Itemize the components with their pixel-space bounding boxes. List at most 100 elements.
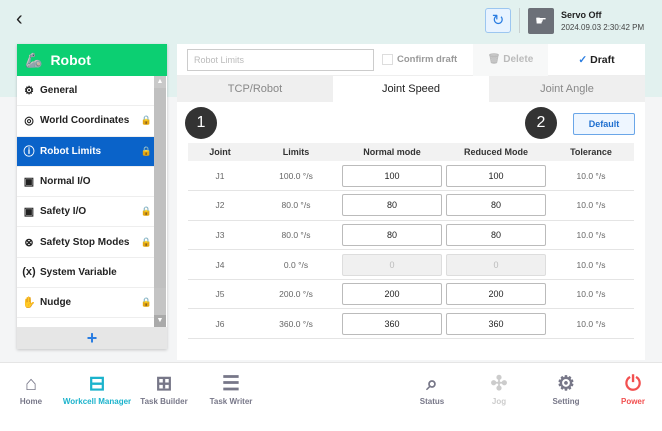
sidebar-item-label: General: [40, 85, 78, 97]
sidebar-item-label: Nudge: [40, 297, 72, 309]
normal-mode-input[interactable]: 80: [342, 223, 442, 246]
default-button[interactable]: Default: [573, 113, 635, 135]
tolerance-cell: 10.0 °/s: [548, 279, 634, 310]
back-button[interactable]: ‹: [16, 8, 23, 30]
normal-mode-input[interactable]: 100: [342, 164, 442, 187]
check-circle-icon: ✓: [578, 54, 588, 66]
nudge-icon: ✋: [22, 297, 36, 310]
normal-mode-input[interactable]: 80: [342, 194, 442, 217]
reduced-mode-input[interactable]: 200: [446, 283, 546, 306]
delete-button[interactable]: 🗑 Delete: [473, 44, 548, 76]
sidebar-item-nudge[interactable]: ✋ Nudge 🔒: [17, 288, 154, 319]
joint-cell: J5: [188, 279, 252, 310]
reduced-mode-input[interactable]: 100: [446, 164, 546, 187]
confirm-draft-label: Confirm draft: [397, 54, 458, 65]
safety-stop-modes-icon: ⊗: [24, 236, 34, 249]
nav-label: Jog: [491, 397, 507, 406]
lock-icon: 🔒: [140, 145, 152, 156]
tolerance-cell: 10.0 °/s: [548, 190, 634, 221]
checkbox[interactable]: [382, 54, 393, 65]
draft-button[interactable]: ✓ Draft: [548, 44, 645, 76]
column-header: Limits: [252, 143, 340, 161]
nav-label: Home: [19, 397, 43, 406]
task-writer-icon: ☰: [222, 373, 240, 395]
limit-cell: 360.0 °/s: [252, 308, 340, 340]
column-header: Reduced Mode: [444, 143, 548, 161]
sidebar-item-system-variable[interactable]: (x) System Variable: [17, 258, 154, 289]
scroll-down-icon[interactable]: ▼: [154, 315, 166, 327]
servo-hand-icon[interactable]: ☛: [528, 8, 554, 34]
datetime: 2024.09.03 2:30:42 PM: [561, 23, 645, 32]
sidebar: 🦾 Robot ⚙ General ◎ World Coordinates 🔒 ⓘ Robot…: [17, 44, 167, 349]
normal-mode-input: 0: [342, 253, 442, 276]
confirm-draft-checkbox[interactable]: Confirm draft: [382, 54, 457, 65]
lock-icon: 🔒: [140, 297, 152, 308]
normal-cell: 80: [340, 220, 444, 251]
limit-cell: 0.0 °/s: [252, 249, 340, 280]
annotation-badge-2: 2: [525, 107, 557, 139]
sidebar-header: 🦾 Robot: [17, 44, 167, 76]
sidebar-item-label: Safety I/O: [40, 206, 87, 218]
power-icon: ⏻: [625, 373, 641, 395]
tolerance-cell: 10.0 °/s: [548, 249, 634, 280]
normal-mode-input[interactable]: 360: [342, 312, 442, 335]
name-input[interactable]: Robot Limits: [187, 48, 374, 71]
tab-joint-speed[interactable]: Joint Speed: [333, 76, 489, 102]
normal-mode-input[interactable]: 200: [342, 283, 442, 306]
sidebar-item-world-coordinates[interactable]: ◎ World Coordinates 🔒: [17, 106, 154, 137]
sidebar-item-general[interactable]: ⚙ General: [17, 76, 154, 107]
column-header: Joint: [188, 143, 252, 161]
nav-home[interactable]: ⌂ Home: [0, 371, 64, 406]
nav-status[interactable]: ⌕ Status: [399, 371, 465, 406]
column-header: Tolerance: [548, 143, 634, 161]
limit-cell: 100.0 °/s: [252, 161, 340, 192]
normal-cell: 0: [340, 249, 444, 280]
safety-i-o-icon: ▣: [23, 206, 35, 219]
nav-power[interactable]: ⏻ Power: [600, 371, 662, 406]
table-row: J4 0.0 °/s 0 0 10.0 °/s: [188, 249, 634, 280]
joint-cell: J4: [188, 249, 252, 280]
reduced-mode-input[interactable]: 360: [446, 312, 546, 335]
sidebar-item-robot-limits[interactable]: ⓘ Robot Limits 🔒: [17, 136, 154, 167]
status-icon: ⌕: [426, 373, 438, 395]
scroll-thumb[interactable]: [154, 88, 166, 288]
scrollbar[interactable]: ▲ ▼: [154, 76, 166, 327]
reduced-mode-input[interactable]: 80: [446, 194, 546, 217]
sidebar-title: Robot: [50, 52, 91, 68]
normal-cell: 80: [340, 190, 444, 221]
reduced-cell: 80: [444, 220, 548, 251]
sidebar-item-label: World Coordinates: [40, 115, 130, 127]
sidebar-item-normal-i-o[interactable]: ▣ Normal I/O: [17, 167, 154, 198]
tolerance-cell: 10.0 °/s: [548, 220, 634, 251]
table-row: J1 100.0 °/s 100 100 10.0 °/s: [188, 161, 634, 192]
world-coordinates-icon: ◎: [24, 115, 34, 128]
reduced-mode-input: 0: [446, 253, 546, 276]
main-panel: Robot Limits Confirm draft 🗑 Delete ✓ Dr…: [177, 44, 645, 360]
nav-workcell-manager[interactable]: ⊟ Workcell Manager: [63, 371, 131, 406]
sidebar-item-safety-stop-modes[interactable]: ⊗ Safety Stop Modes 🔒: [17, 227, 154, 258]
tolerance-cell: 10.0 °/s: [548, 161, 634, 192]
annotation-badge-1: 1: [185, 107, 217, 139]
nav-task-builder[interactable]: ⊞ Task Builder: [131, 371, 197, 406]
robot-limits-icon: ⓘ: [23, 146, 35, 159]
nav-task-writer[interactable]: ☰ Task Writer: [198, 371, 264, 406]
normal-cell: 360: [340, 308, 444, 340]
nav-setting[interactable]: ⚙ Setting: [533, 371, 599, 406]
scroll-up-icon[interactable]: ▲: [154, 76, 166, 88]
tab-tcp-robot[interactable]: TCP/Robot: [177, 76, 333, 102]
reduced-cell: 0: [444, 249, 548, 280]
bottom-nav: ⌂ Home ⊟ Workcell Manager ⊞ Task Builder ☰ Task…: [0, 362, 662, 431]
joint-cell: J1: [188, 161, 252, 192]
nav-jog[interactable]: ✣ Jog: [466, 371, 532, 406]
sidebar-item-safety-i-o[interactable]: ▣ Safety I/O 🔒: [17, 197, 154, 228]
table-row: J6 360.0 °/s 360 360 10.0 °/s: [188, 308, 634, 340]
add-button[interactable]: +: [17, 327, 167, 349]
limit-cell: 80.0 °/s: [252, 190, 340, 221]
sync-icon[interactable]: ↻: [485, 8, 511, 33]
tab-joint-angle[interactable]: Joint Angle: [489, 76, 645, 102]
sidebar-item-label: Robot Limits: [40, 145, 102, 157]
limit-cell: 80.0 °/s: [252, 220, 340, 251]
reduced-cell: 80: [444, 190, 548, 221]
lock-icon: 🔒: [140, 115, 152, 126]
reduced-mode-input[interactable]: 80: [446, 223, 546, 246]
